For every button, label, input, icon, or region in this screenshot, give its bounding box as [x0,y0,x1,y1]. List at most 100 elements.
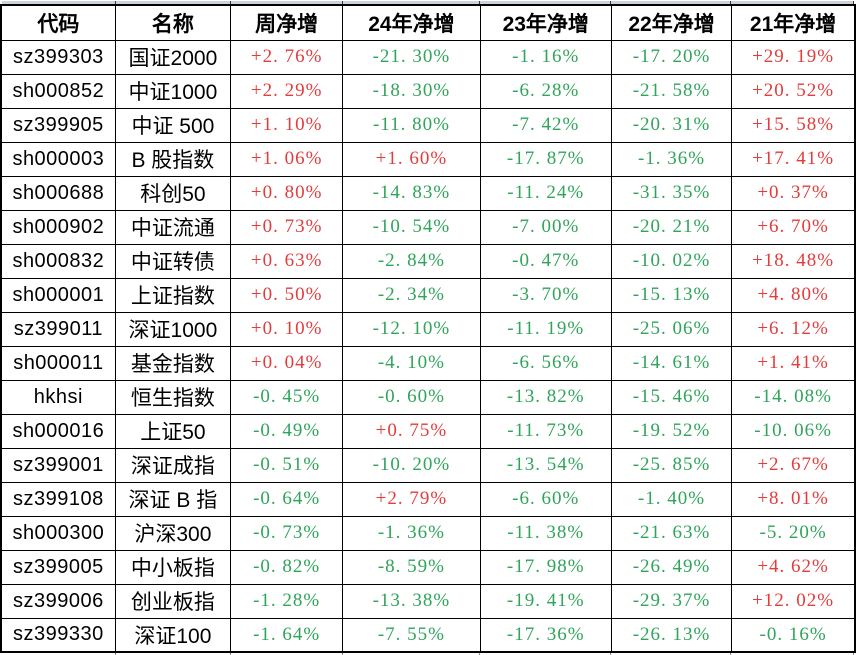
column-header-week[interactable]: 周净增 [230,4,344,41]
cell-y21-change[interactable]: +17. 41% [731,141,856,177]
cell-y22-change[interactable]: -31. 35% [610,175,733,211]
cell-y22-change[interactable]: -14. 61% [610,345,733,381]
cell-y24-change[interactable]: +2. 79% [342,481,481,517]
cell-code[interactable]: sz399001 [0,447,116,483]
cell-y23-change[interactable]: -7. 00% [479,209,612,245]
column-header-y22[interactable]: 22年净增 [610,4,733,41]
cell-name[interactable]: 中小板指 [114,549,232,585]
cell-y23-change[interactable]: -17. 36% [479,617,612,653]
cell-y21-change[interactable]: +4. 80% [731,277,856,313]
cell-y24-change[interactable]: -8. 59% [342,549,481,585]
cell-y24-change[interactable]: -4. 10% [342,345,481,381]
cell-week-change[interactable]: -0. 82% [230,549,344,585]
cell-y21-change[interactable]: -0. 16% [731,617,856,653]
cell-y23-change[interactable]: -7. 42% [479,107,612,143]
cell-y21-change[interactable]: +12. 02% [731,583,856,619]
cell-y21-change[interactable]: +29. 19% [731,39,856,75]
column-header-y23[interactable]: 23年净增 [479,4,612,41]
cell-y22-change[interactable]: -10. 02% [610,243,733,279]
cell-code[interactable]: sz399330 [0,617,116,653]
cell-name[interactable]: 中证流通 [114,209,232,245]
cell-y21-change[interactable]: -14. 08% [731,379,856,415]
cell-y21-change[interactable]: +20. 52% [731,73,856,109]
cell-name[interactable]: 科创50 [114,175,232,211]
cell-week-change[interactable]: +2. 29% [230,73,344,109]
cell-y24-change[interactable]: -14. 83% [342,175,481,211]
cell-y21-change[interactable]: -5. 20% [731,515,856,551]
cell-y23-change[interactable]: -17. 98% [479,549,612,585]
cell-y22-change[interactable]: -20. 31% [610,107,733,143]
cell-code[interactable]: sh000001 [0,277,116,313]
cell-name[interactable]: 国证2000 [114,39,232,75]
cell-y24-change[interactable]: -2. 34% [342,277,481,313]
cell-name[interactable]: 深证成指 [114,447,232,483]
cell-y24-change[interactable]: +0. 75% [342,413,481,449]
cell-week-change[interactable]: -0. 73% [230,515,344,551]
cell-y23-change[interactable]: -11. 24% [479,175,612,211]
cell-week-change[interactable]: +0. 04% [230,345,344,381]
cell-y23-change[interactable]: -6. 60% [479,481,612,517]
cell-name[interactable]: 深证100 [114,617,232,653]
cell-name[interactable]: B 股指数 [114,141,232,177]
cell-week-change[interactable]: +1. 10% [230,107,344,143]
cell-y23-change[interactable]: -17. 87% [479,141,612,177]
cell-y22-change[interactable]: -21. 58% [610,73,733,109]
cell-name[interactable]: 基金指数 [114,345,232,381]
cell-y22-change[interactable]: -25. 85% [610,447,733,483]
cell-y22-change[interactable]: -25. 06% [610,311,733,347]
cell-y22-change[interactable]: -17. 20% [610,39,733,75]
cell-code[interactable]: sh000832 [0,243,116,279]
cell-y23-change[interactable]: -1. 16% [479,39,612,75]
cell-code[interactable]: sz399006 [0,583,116,619]
cell-y23-change[interactable]: -11. 73% [479,413,612,449]
cell-week-change[interactable]: -0. 45% [230,379,344,415]
cell-y21-change[interactable]: +2. 67% [731,447,856,483]
cell-week-change[interactable]: -0. 51% [230,447,344,483]
cell-y22-change[interactable]: -15. 46% [610,379,733,415]
cell-name[interactable]: 恒生指数 [114,379,232,415]
cell-week-change[interactable]: +1. 06% [230,141,344,177]
cell-y21-change[interactable]: -10. 06% [731,413,856,449]
cell-y23-change[interactable]: -6. 28% [479,73,612,109]
cell-y22-change[interactable]: -29. 37% [610,583,733,619]
cell-name[interactable]: 深证1000 [114,311,232,347]
cell-code[interactable]: sz399303 [0,39,116,75]
cell-y24-change[interactable]: -18. 30% [342,73,481,109]
cell-name[interactable]: 沪深300 [114,515,232,551]
cell-y24-change[interactable]: -11. 80% [342,107,481,143]
cell-y21-change[interactable]: +6. 12% [731,311,856,347]
cell-y23-change[interactable]: -0. 47% [479,243,612,279]
cell-code[interactable]: sh000016 [0,413,116,449]
cell-code[interactable]: sz399005 [0,549,116,585]
cell-week-change[interactable]: -0. 64% [230,481,344,517]
cell-y24-change[interactable]: -13. 38% [342,583,481,619]
cell-week-change[interactable]: +2. 76% [230,39,344,75]
cell-y23-change[interactable]: -13. 82% [479,379,612,415]
cell-y22-change[interactable]: -1. 36% [610,141,733,177]
cell-week-change[interactable]: +0. 73% [230,209,344,245]
cell-y22-change[interactable]: -15. 13% [610,277,733,313]
cell-code[interactable]: hkhsi [0,379,116,415]
cell-y24-change[interactable]: -2. 84% [342,243,481,279]
cell-code[interactable]: sz399011 [0,311,116,347]
cell-code[interactable]: sz399108 [0,481,116,517]
cell-y22-change[interactable]: -20. 21% [610,209,733,245]
cell-y23-change[interactable]: -3. 70% [479,277,612,313]
cell-y24-change[interactable]: -21. 30% [342,39,481,75]
cell-y21-change[interactable]: +1. 41% [731,345,856,381]
cell-name[interactable]: 创业板指 [114,583,232,619]
cell-y21-change[interactable]: +8. 01% [731,481,856,517]
cell-y24-change[interactable]: -10. 54% [342,209,481,245]
cell-y23-change[interactable]: -11. 38% [479,515,612,551]
cell-y22-change[interactable]: -26. 49% [610,549,733,585]
cell-name[interactable]: 上证50 [114,413,232,449]
cell-y22-change[interactable]: -1. 40% [610,481,733,517]
cell-code[interactable]: sh000300 [0,515,116,551]
cell-name[interactable]: 中证转债 [114,243,232,279]
cell-code[interactable]: sh000852 [0,73,116,109]
cell-week-change[interactable]: +0. 10% [230,311,344,347]
cell-name[interactable]: 深证 B 指 [114,481,232,517]
cell-y22-change[interactable]: -19. 52% [610,413,733,449]
cell-week-change[interactable]: +0. 80% [230,175,344,211]
cell-y21-change[interactable]: +6. 70% [731,209,856,245]
